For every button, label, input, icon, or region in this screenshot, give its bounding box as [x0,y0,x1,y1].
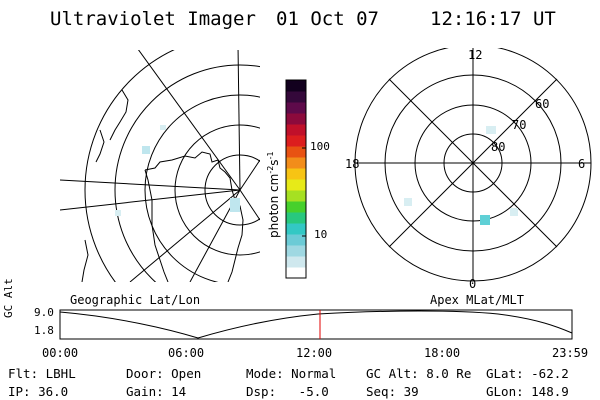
colorbar-band [286,179,306,191]
colorbar-band [286,91,306,103]
antarctica-coastline [144,151,244,282]
colorbar-band [286,190,306,202]
mlt-label-12: 12 [468,48,483,62]
colorbar-tick-label: 100 [310,140,330,153]
mode-readout: Mode: Normal [246,366,337,381]
colorbar-band [286,212,306,224]
aurora-speckle [142,146,150,154]
aurora-speckle [486,126,496,134]
colorbar-band [286,256,306,268]
app-title: Ultraviolet Imager [50,8,256,30]
gain-readout: Gain: 14 [126,384,187,399]
new-zealand-coastline [95,129,105,163]
polar-plot [354,48,592,282]
glat-readout: GLat: -62.2 [486,366,569,381]
alt-xtick: 18:00 [424,346,461,360]
australia-coastline [81,239,89,282]
mlat-label-80: 80 [491,140,506,154]
aurora-speckle [160,125,166,130]
aurora-speckle [230,198,240,212]
colorbar-band [286,146,306,158]
colorbar-band [286,201,306,213]
geo-meridian [138,50,241,191]
colorbar-band [286,223,306,235]
geo-lat-circle [174,124,260,256]
mlt-label-6: 6 [578,157,586,171]
colorbar: photon cm-2s-1 [266,79,307,279]
date-display: 01 Oct 07 [276,8,379,30]
filter-readout: Flt: LBHL [8,366,76,381]
geo-lat-circle [114,64,260,282]
aurora-speckle [404,198,412,206]
geo-panel-label: Geographic Lat/Lon [70,293,201,307]
geo-meridian [60,189,241,211]
colorbar-band [286,245,306,257]
colorbar-band [286,124,306,136]
polar-diagonal-line [388,78,558,248]
colorbar-frame [285,79,307,279]
alt-ylabel: GC Alt [2,278,15,318]
colorbar-band [286,267,306,279]
mlat-label-60: 60 [535,97,550,111]
dsp-readout: Dsp: -5.0 [246,384,329,399]
geo-meridian [60,179,241,191]
colorbar-band [286,168,306,180]
ip-readout: IP: 36.0 [8,384,69,399]
colorbar-gradient [286,80,306,279]
colorbar-tick-label: 10 [314,228,328,241]
geo-meridian [239,159,260,191]
alt-ytick-bottom: 1.8 [34,324,54,337]
time-display: 12:16:17 UT [430,8,556,30]
colorbar-band [286,102,306,114]
aurora-speckle [480,215,490,225]
altitude-plot[interactable] [58,309,574,341]
colorbar-band [286,157,306,169]
antarctica-coastline [144,169,169,282]
colorbar-band [286,234,306,246]
geo-meridian [239,189,260,221]
geo-meridian [129,189,241,282]
colorbar-band [286,113,306,125]
new-zealand-coastline [109,89,129,141]
alt-xtick: 23:59 [552,346,589,360]
door-readout: Door: Open [126,366,202,381]
glon-readout: GLon: 148.9 [486,384,569,399]
seq-readout: Seq: 39 [366,384,419,399]
geo-lat-circle [144,94,260,282]
colorbar-band [286,135,306,147]
mlat-label-70: 70 [512,118,527,132]
colorbar-band [286,80,306,92]
polar-panel-label: Apex MLat/MLT [430,293,524,307]
gc-alt-readout: GC Alt: 8.0 Re [366,366,472,381]
alt-ytick-top: 9.0 [34,306,54,319]
mlt-label-0: 0 [469,277,477,291]
alt-plot-frame [59,309,573,340]
alt-xtick: 12:00 [296,346,333,360]
aurora-speckle [115,210,121,216]
alt-xtick: 00:00 [42,346,79,360]
alt-xtick: 06:00 [168,346,205,360]
geo-lat-circle [84,50,175,282]
geo-meridian [237,50,241,191]
altitude-curve [59,310,573,339]
geographic-map [60,50,260,282]
colorbar-unit-label: photon cm-2s-1 [266,151,281,238]
aurora-speckle [510,208,518,216]
mlt-label-18: 18 [345,157,360,171]
